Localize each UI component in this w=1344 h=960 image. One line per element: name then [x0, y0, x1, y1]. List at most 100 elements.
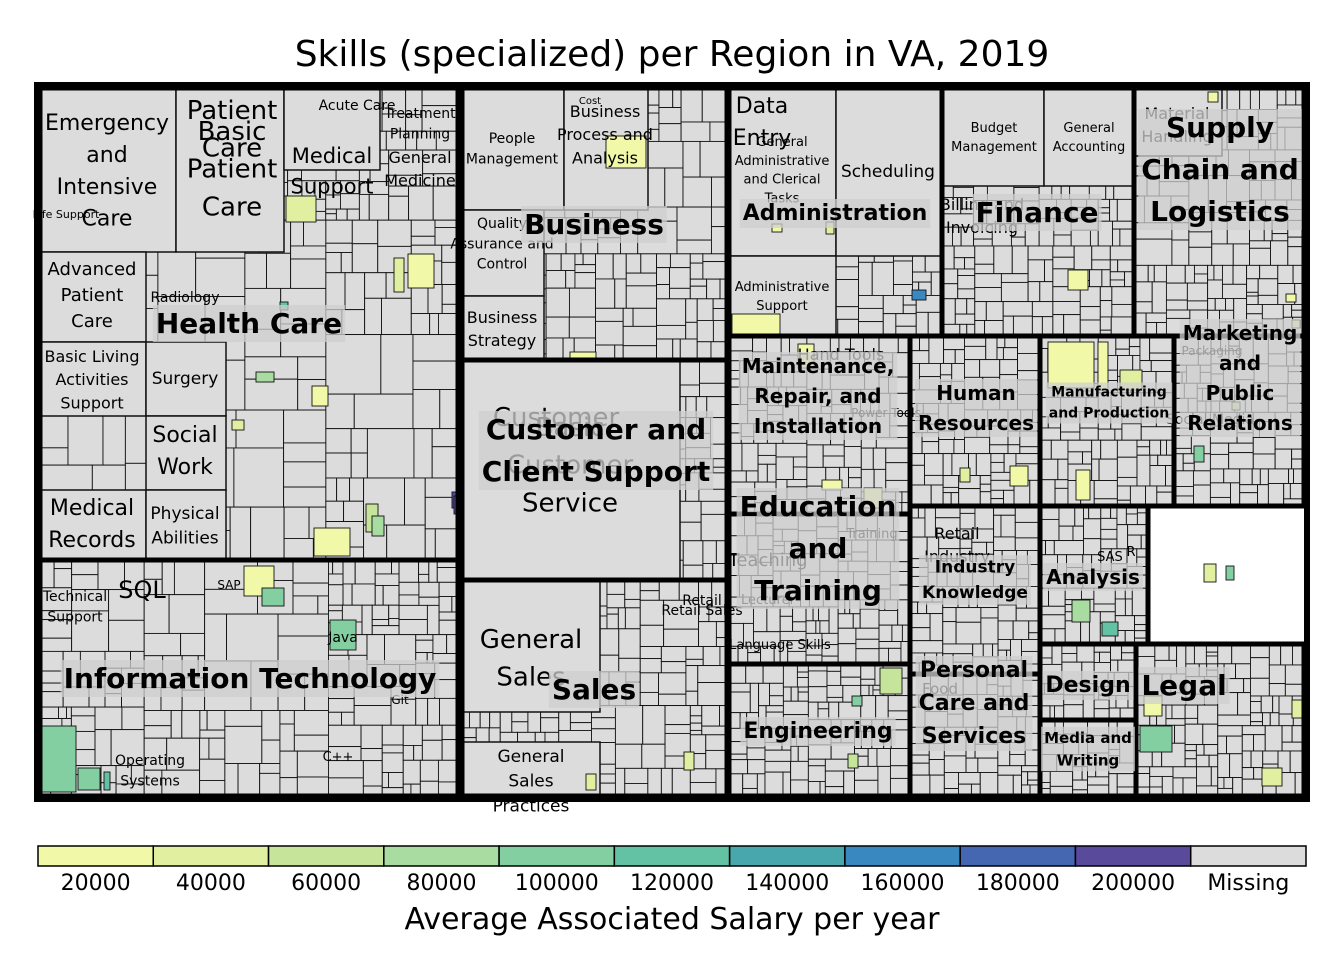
- skill-cell: [656, 267, 670, 286]
- skill-label: Technical Support: [42, 589, 107, 625]
- skill-cell: [206, 710, 226, 731]
- skill-cell: [1278, 713, 1294, 727]
- skill-cell: [545, 287, 570, 318]
- skill-cell: [1127, 524, 1149, 536]
- skill-cell: [1267, 468, 1290, 484]
- skill-cell: [696, 298, 714, 321]
- skill-cell: [1184, 704, 1199, 719]
- skill-cell: [1063, 314, 1081, 337]
- skill-cell: [292, 582, 329, 597]
- skill-cell: [766, 606, 781, 633]
- skill-cell: [97, 559, 125, 591]
- skill-cell: [595, 278, 616, 309]
- skill-cell: [1112, 228, 1121, 247]
- skill-tile: [461, 87, 565, 211]
- skill-cell: [943, 349, 956, 364]
- skill-cell: [1230, 482, 1241, 507]
- skill-cell: [859, 608, 880, 629]
- skill-cell: [259, 772, 281, 797]
- skill-cell: [434, 528, 459, 561]
- skill-cell: [1051, 643, 1063, 665]
- skill-cell: [671, 767, 691, 797]
- skill-cell: [413, 744, 423, 761]
- skill-cell: [955, 607, 982, 623]
- skill-cell: [669, 287, 691, 300]
- skill-cell: [1147, 264, 1155, 283]
- skill-cell: [1195, 744, 1205, 756]
- skill-cell: [1000, 273, 1029, 283]
- skill-cell: [852, 613, 861, 629]
- skill-cell: [893, 260, 913, 285]
- skill-cell: [997, 620, 1014, 640]
- skill-cell: [848, 466, 862, 479]
- skill-cell: [595, 320, 624, 346]
- skill-label: People Management: [466, 131, 559, 167]
- skill-cell: [639, 691, 659, 707]
- skill-cell: [1185, 643, 1195, 665]
- skill-cell: [173, 559, 206, 596]
- skill-cell: [1239, 468, 1253, 486]
- skill-cell: [325, 452, 352, 479]
- skill-cell: [1226, 735, 1243, 755]
- skill-cell: [1149, 335, 1175, 354]
- skill-label: General Sales: [480, 625, 582, 693]
- skill-cell-colored: [1261, 767, 1283, 787]
- category-label: Design: [1045, 673, 1130, 698]
- skill-cell: [1239, 87, 1251, 110]
- skill-cell: [1114, 428, 1123, 441]
- skill-cell: [1136, 454, 1151, 487]
- skill-cell: [1108, 773, 1118, 797]
- skill-cell: [1268, 664, 1286, 685]
- category-label-bg: [548, 671, 640, 708]
- skill-cell: [1173, 435, 1192, 449]
- skill-cell: [1193, 273, 1209, 284]
- skill-cell: [1250, 701, 1262, 714]
- skill-cell: [909, 627, 931, 642]
- skill-cell: [764, 771, 784, 797]
- skill-cell: [699, 140, 728, 178]
- skill-cell: [1253, 734, 1266, 752]
- skill-cell: [958, 772, 981, 785]
- skill-cell: [595, 253, 614, 280]
- skill-cell: [764, 760, 792, 773]
- skill-cell: [568, 287, 596, 318]
- skill-cell: [1021, 765, 1041, 773]
- skill-cell: [421, 724, 443, 741]
- skill-cell: [1184, 744, 1197, 752]
- skill-cell: [71, 574, 99, 591]
- skill-cell: [1217, 714, 1251, 727]
- skill-cell: [701, 87, 728, 123]
- skill-cell-colored: [1047, 341, 1095, 389]
- skill-cell: [39, 670, 64, 684]
- skill-cell: [53, 568, 73, 589]
- skill-cell: [689, 262, 704, 280]
- skill-cell: [964, 436, 991, 455]
- skill-cell: [1239, 484, 1259, 494]
- skill-cell: [974, 301, 987, 321]
- skill-cell: [350, 428, 368, 454]
- skill-cell: [930, 484, 944, 507]
- skill-cell: [977, 757, 999, 773]
- skill-cell: [1045, 540, 1055, 556]
- skill-cell: [1205, 655, 1219, 665]
- skill-cell: [110, 729, 145, 767]
- skill-cell: [58, 706, 67, 719]
- skill-cell: [1101, 269, 1111, 288]
- skill-cell: [826, 696, 844, 703]
- skill-cell: [1186, 282, 1209, 302]
- skill-cell: [876, 748, 891, 767]
- skill-cell: [1171, 239, 1190, 266]
- skill-cell: [957, 268, 976, 276]
- skill-cell: [1193, 470, 1211, 486]
- category-label: Personal Care and Services: [919, 658, 1030, 749]
- skill-cell: [705, 734, 728, 751]
- skill-cell: [429, 313, 439, 336]
- skill-cell: [885, 447, 911, 464]
- skill-cell: [854, 765, 879, 781]
- skill-cell: [606, 593, 626, 609]
- skill-cell: [293, 734, 329, 752]
- skill-cell: [871, 261, 894, 296]
- category-label: Education and Training: [740, 490, 897, 607]
- skill-cell: [1052, 256, 1075, 270]
- skill-cell: [354, 559, 376, 585]
